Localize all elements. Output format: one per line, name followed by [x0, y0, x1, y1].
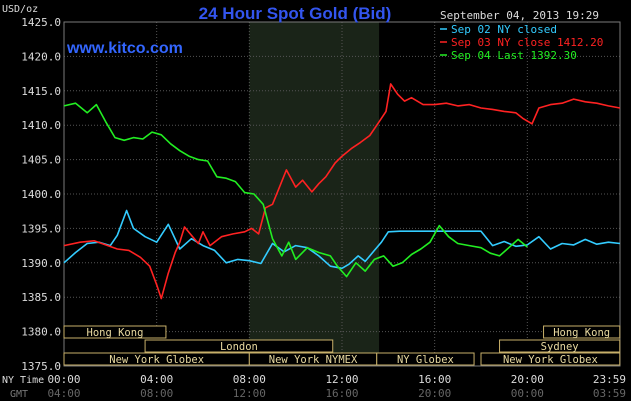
x-tick-label-ny: 16:00 — [418, 373, 451, 386]
session-label: Sydney — [541, 341, 579, 353]
y-tick-label: 1425.0 — [21, 16, 61, 29]
timestamp: September 04, 2013 19:29 — [440, 9, 599, 22]
session-label: New York NYMEX — [269, 354, 358, 366]
y-tick-label: 1415.0 — [21, 85, 61, 98]
x-tick-label-gmt: 08:00 — [140, 387, 173, 400]
kitco-website: www.kitco.com — [66, 40, 183, 57]
session-bar — [376, 352, 475, 366]
chart-title: 24 Hour Spot Gold (Bid) — [199, 4, 392, 23]
x-row-label-ny: NY Time — [2, 375, 44, 386]
session-bar — [499, 339, 621, 353]
session-bar — [144, 339, 334, 353]
session-bar — [543, 325, 621, 339]
legend-entry: Sep 03 NY close 1412.20 — [451, 36, 603, 49]
series-line — [63, 83, 621, 300]
price-series — [63, 83, 621, 300]
x-tick-label-ny: 04:00 — [140, 373, 173, 386]
x-tick-label-gmt: 04:00 — [47, 387, 80, 400]
session-label: London — [220, 341, 258, 353]
y-tick-labels: 1425.0 1420.0 1415.0 1410.0 1405.0 1400.0 1395… — [21, 16, 61, 373]
y-tick-label: 1410.0 — [21, 119, 61, 132]
plot-frame — [63, 21, 621, 367]
series-line — [63, 209, 621, 270]
session-label: Hong Kong — [553, 327, 610, 339]
y-tick-label: 1420.0 — [21, 50, 61, 63]
legend-entry: Sep 04 Last 1392.30 — [451, 49, 577, 62]
y-tick-label: 1400.0 — [21, 188, 61, 201]
x-tick-label-ny: 12:00 — [325, 373, 358, 386]
x-tick-label-ny: 23:59 — [593, 373, 626, 386]
session-label: Hong Kong — [87, 327, 144, 339]
y-tick-label: 1395.0 — [21, 222, 61, 235]
series-line — [63, 102, 528, 278]
x-tick-label-ny: 00:00 — [47, 373, 80, 386]
session-shade — [249, 22, 380, 366]
y-tick-label: 1390.0 — [21, 257, 61, 270]
x-row-label-gmt: GMT — [10, 389, 28, 400]
session-bar — [480, 352, 621, 366]
session-label: New York Globex — [503, 354, 598, 366]
x-tick-labels: 00:0004:0004:0008:0008:0012:0012:0016:00… — [47, 373, 626, 400]
x-tick-label-gmt: 16:00 — [325, 387, 358, 400]
session-bar — [63, 325, 167, 339]
x-tick-label-gmt: 12:00 — [233, 387, 266, 400]
x-tick-label-gmt: 00:00 — [511, 387, 544, 400]
x-tick-label-gmt: 20:00 — [418, 387, 451, 400]
y-tick-label: 1385.0 — [21, 291, 61, 304]
session-label: NY Globex — [397, 354, 454, 366]
y-tick-label: 1380.0 — [21, 326, 61, 339]
y-tick-label: 1375.0 — [21, 360, 61, 373]
y-tick-label: 1405.0 — [21, 154, 61, 167]
x-tick-label-gmt: 03:59 — [593, 387, 626, 400]
session-label: New York Globex — [109, 354, 204, 366]
x-tick-label-ny: 20:00 — [511, 373, 544, 386]
x-tick-label-ny: 08:00 — [233, 373, 266, 386]
legend-entry: Sep 02 NY closed — [451, 23, 557, 36]
y-axis-label: USD/oz — [2, 4, 38, 15]
